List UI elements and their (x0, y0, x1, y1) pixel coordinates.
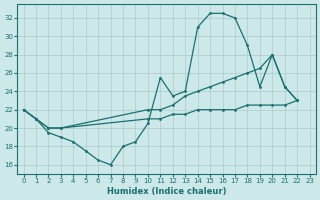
X-axis label: Humidex (Indice chaleur): Humidex (Indice chaleur) (107, 187, 226, 196)
